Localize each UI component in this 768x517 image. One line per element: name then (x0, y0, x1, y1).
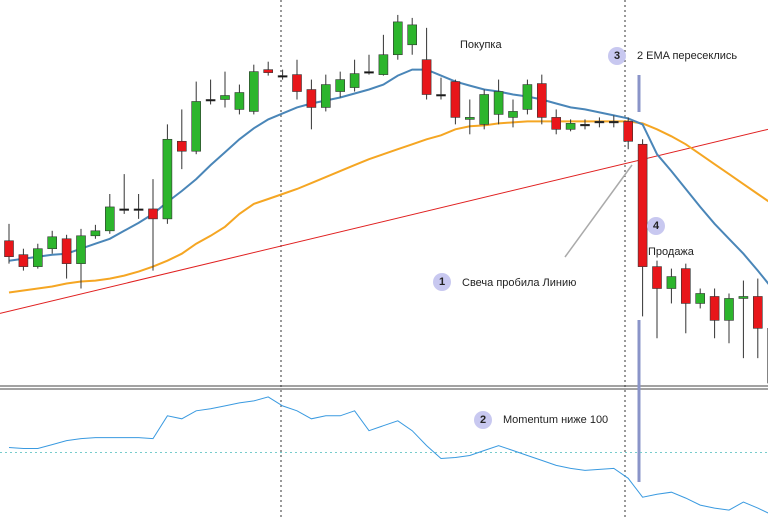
candle-body (464, 117, 475, 120)
candle-body (695, 293, 706, 304)
candle-body (623, 121, 634, 142)
candle-body (551, 117, 562, 130)
candle-body (105, 206, 115, 232)
candle-body (32, 248, 43, 267)
candle-body (292, 74, 302, 92)
candle-body (536, 83, 547, 118)
candle-body (177, 140, 187, 152)
candle-body (709, 296, 720, 321)
candle-body (306, 89, 317, 108)
candle-body (450, 81, 461, 118)
candle-body (61, 238, 72, 264)
candle-body (148, 208, 158, 220)
candle-body (724, 298, 734, 321)
annotation-text: Свеча пробила Линию (462, 277, 576, 289)
candle-body (608, 121, 619, 124)
marker-number: 1 (439, 276, 445, 288)
candle-body (133, 208, 144, 211)
sell-label: Продажа (648, 246, 695, 258)
candle-body (580, 124, 590, 127)
candle-body (508, 111, 518, 118)
candle-body (652, 266, 662, 289)
candle-body (378, 54, 389, 75)
candle-body (421, 59, 432, 95)
candle-body (220, 95, 230, 100)
candle-body (436, 94, 446, 97)
marker-number: 3 (614, 50, 620, 62)
candle-body (364, 71, 374, 74)
candle-body (407, 24, 418, 46)
marker-circle (433, 273, 451, 291)
candle-body (76, 235, 86, 264)
candle-body (18, 254, 29, 267)
plot (0, 14, 768, 514)
candle-body (162, 138, 173, 220)
candle-body (738, 296, 749, 299)
pointer (564, 164, 633, 258)
candle-body (277, 75, 288, 78)
candle-body (565, 123, 576, 130)
marker-number: 2 (480, 414, 486, 426)
buy-label: Покупка (460, 39, 502, 51)
candle-body (752, 296, 763, 329)
candle-body (205, 99, 216, 102)
candle-body (119, 208, 129, 211)
candle-body (392, 21, 403, 56)
marker-circle (647, 217, 665, 235)
candle-body (335, 79, 346, 92)
candle-body (90, 230, 101, 237)
candle-body (493, 91, 504, 115)
annotations: Покупка Продажа 1 Свеча пробила Линию 2 … (433, 39, 737, 429)
candle-body (191, 101, 201, 152)
candle-body (263, 69, 274, 73)
candle-body (234, 92, 245, 110)
candle-body (666, 276, 677, 289)
annotation-text: Momentum ниже 100 (503, 414, 608, 426)
candle-body (4, 240, 14, 257)
candle-body (249, 71, 259, 112)
candle-body (594, 121, 605, 124)
marker-number: 4 (653, 220, 660, 232)
marker-circle (608, 47, 626, 65)
ema-slow (8, 120, 768, 294)
candle-body (349, 73, 360, 88)
candle-body (47, 236, 58, 250)
annotation-text: 2 EMA пересеклись (637, 50, 737, 62)
ema-fast (8, 68, 768, 285)
candle-body (522, 84, 533, 110)
candle-body (479, 94, 490, 125)
candle-body (637, 143, 648, 267)
momentum-line (8, 396, 768, 514)
candle-body (320, 84, 331, 108)
candle-body (680, 268, 691, 304)
marker-circle (474, 411, 492, 429)
